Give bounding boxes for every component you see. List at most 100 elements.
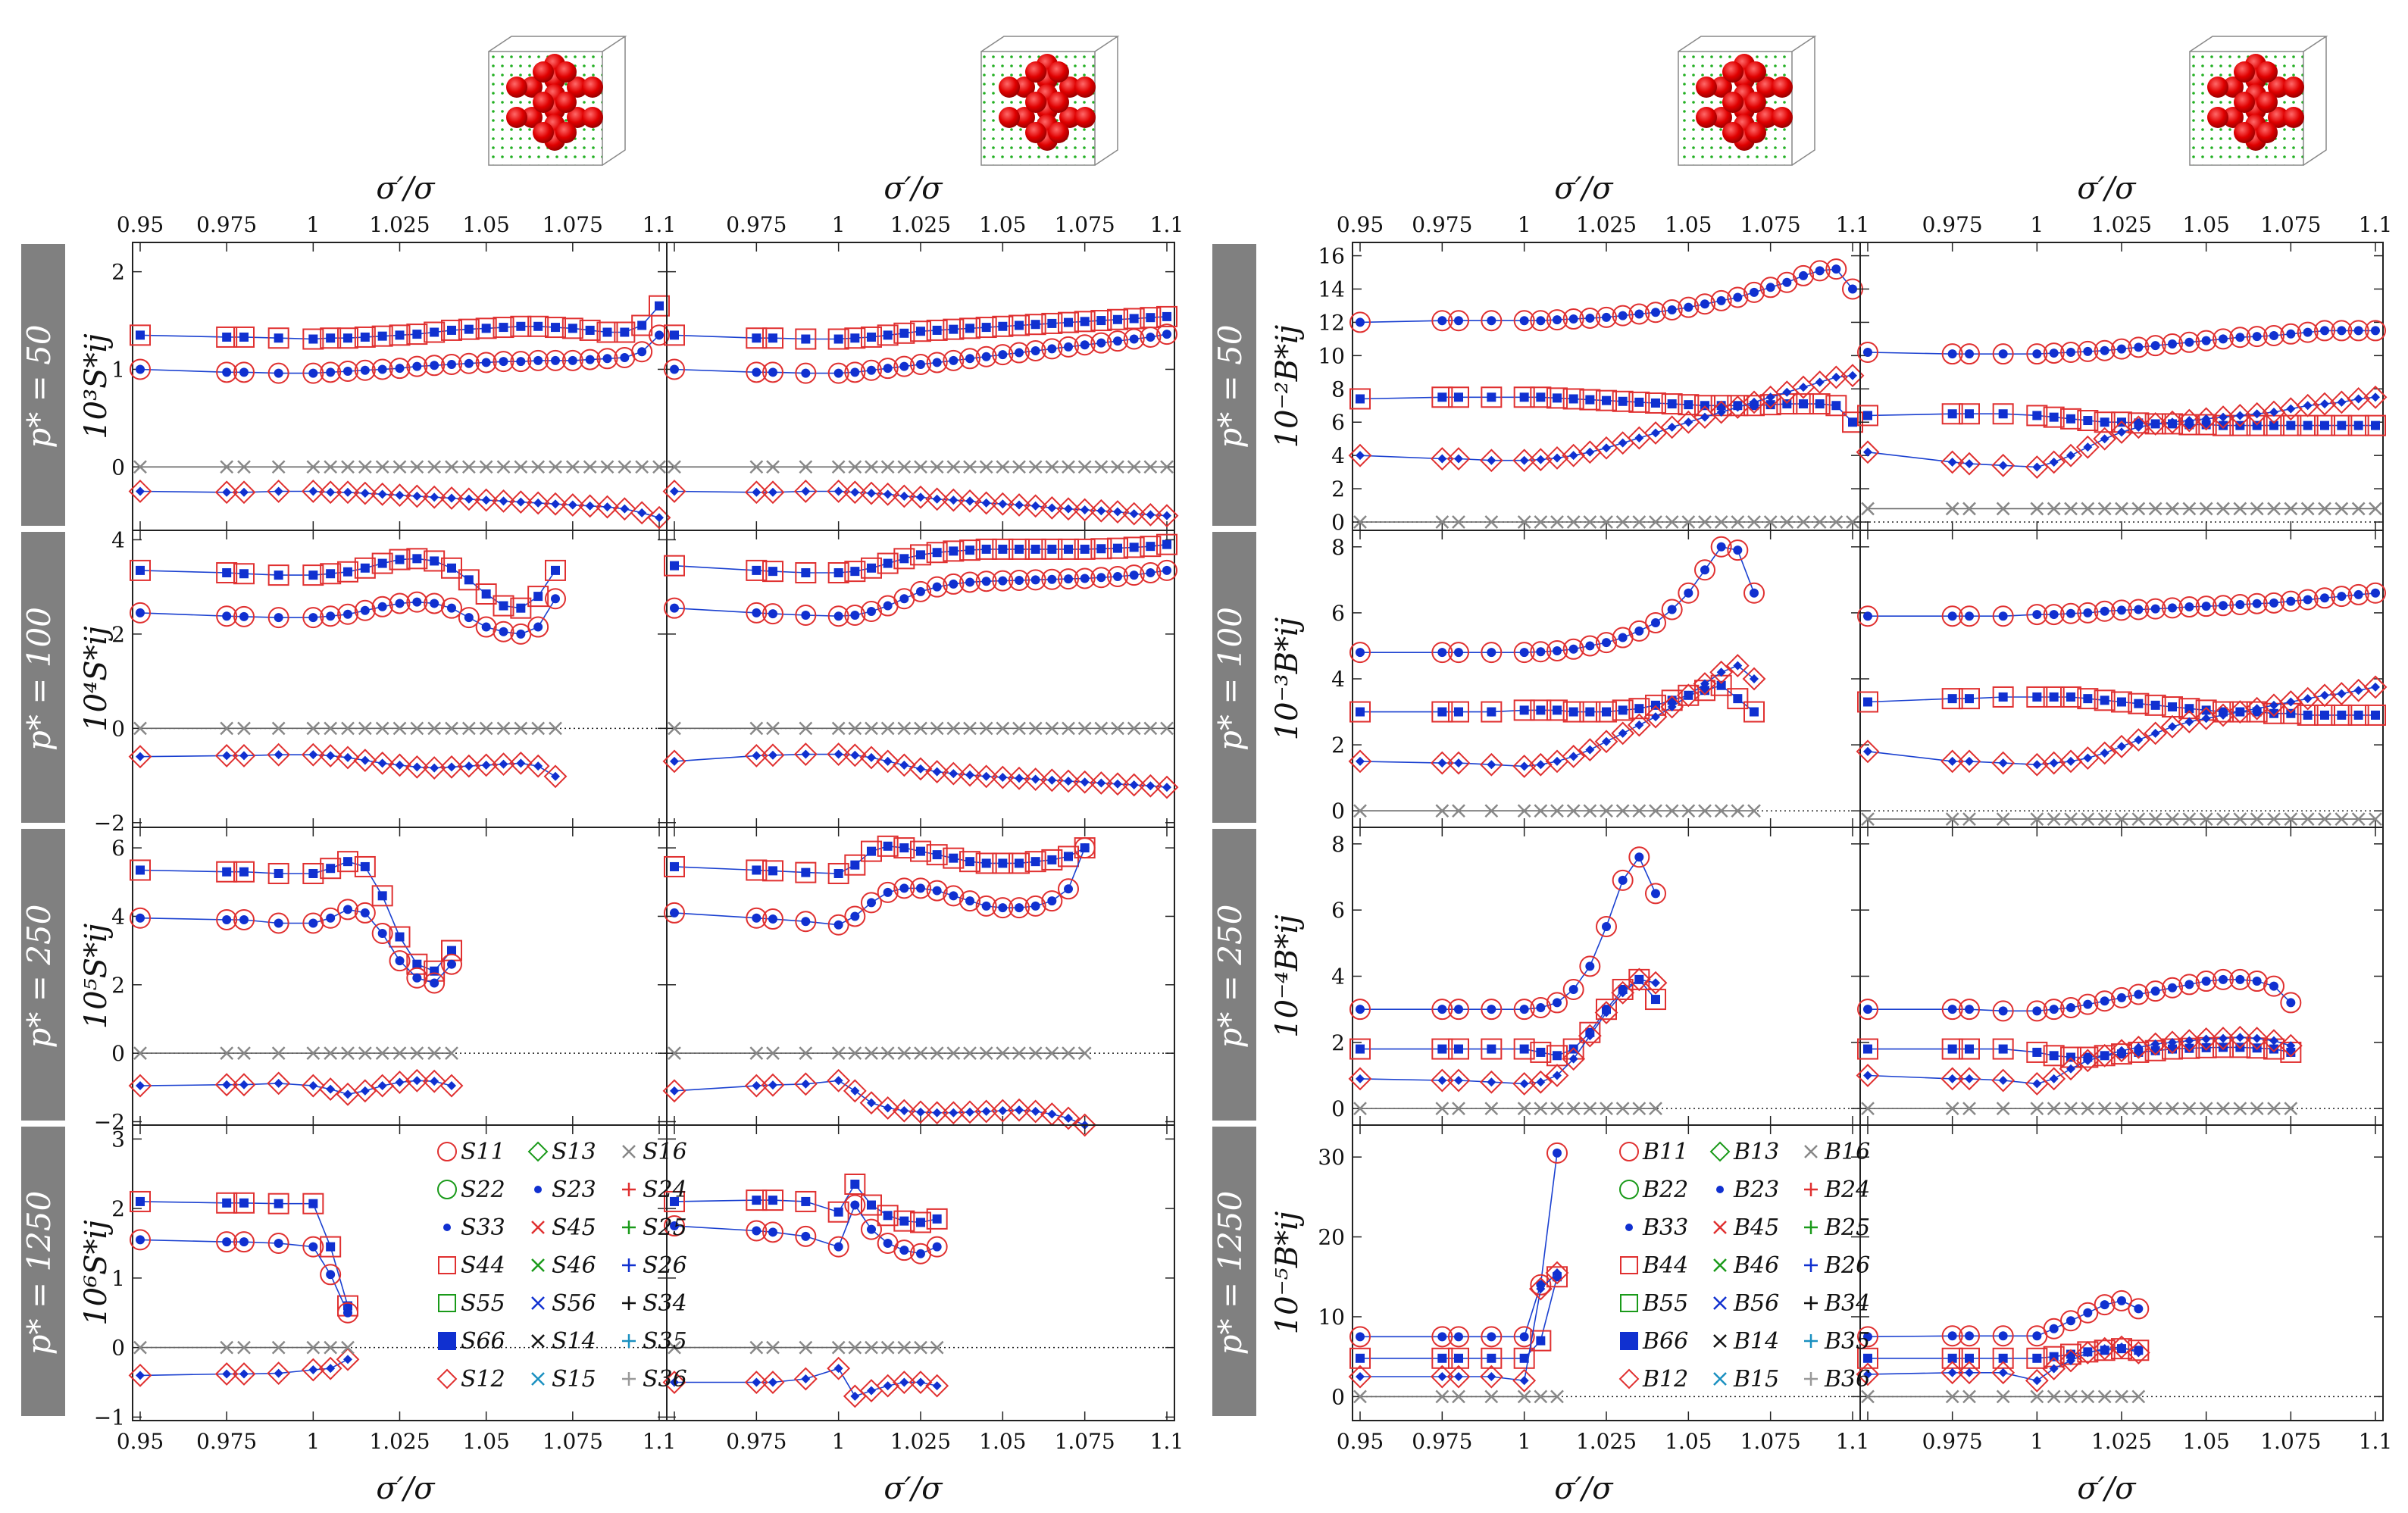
data-point-inner <box>551 323 560 333</box>
data-point-inner <box>1765 283 1775 292</box>
series-S16 <box>133 460 666 474</box>
data-point <box>2042 751 2066 775</box>
data-point <box>2148 502 2163 516</box>
y-tick-label: 1 <box>111 1266 125 1291</box>
data-point <box>496 460 511 474</box>
data-point-inner <box>222 751 232 761</box>
data-point <box>410 721 424 736</box>
series-S12 <box>128 480 671 530</box>
data-point-inner <box>752 1377 761 1387</box>
series-B12 <box>1348 654 1766 778</box>
data-point-inner <box>2032 610 2042 620</box>
data-point-inner <box>2049 1324 2059 1333</box>
data-point <box>337 361 358 383</box>
data-point <box>1681 804 1696 818</box>
data-point-inner <box>2083 442 2093 452</box>
data-point-inner <box>949 853 959 863</box>
data-point <box>1435 1390 1449 1404</box>
data-point-inner <box>430 599 439 608</box>
structure-cube-image <box>488 36 627 166</box>
data-point-inner <box>1437 1372 1447 1382</box>
data-point <box>877 552 899 574</box>
data-point-inner <box>1965 1005 1974 1014</box>
data-point-inner <box>2184 980 2194 989</box>
data-point-inner <box>499 357 508 367</box>
panel-S-row1-col1: 210 <box>111 242 671 531</box>
data-point <box>2178 974 2200 996</box>
data-point <box>2314 320 2335 342</box>
data-point-inner <box>768 487 777 497</box>
data-point <box>354 359 376 381</box>
data-point-inner <box>965 577 974 587</box>
data-point-inner <box>1998 1076 2008 1086</box>
data-point <box>1431 386 1453 408</box>
data-point <box>614 321 636 343</box>
data-point <box>908 485 933 509</box>
data-point-inner <box>2184 1043 2194 1053</box>
data-point <box>897 460 912 474</box>
data-point <box>2094 1294 2116 1316</box>
data-point <box>233 326 255 348</box>
data-point-inner <box>136 1081 145 1091</box>
legend-marker <box>531 1372 545 1386</box>
data-point <box>2300 502 2315 516</box>
data-point-inner <box>2117 605 2126 615</box>
data-point <box>910 544 931 566</box>
data-point <box>128 480 152 503</box>
y-axis-label-S: 10⁴S*ij <box>79 626 114 732</box>
data-point-inner <box>551 594 560 604</box>
data-point-inner <box>136 1235 145 1245</box>
data-point-inner <box>1667 399 1677 409</box>
data-point-inner <box>447 563 456 573</box>
data-point <box>301 742 325 767</box>
data-point <box>941 1101 965 1125</box>
data-point-inner <box>447 325 456 335</box>
data-point <box>831 721 846 736</box>
data-point-inner <box>883 601 893 611</box>
y-tick-label: 4 <box>1331 667 1345 692</box>
data-point-inner <box>1454 1005 1463 1014</box>
data-point <box>445 721 458 736</box>
data-point <box>1528 1070 1553 1094</box>
legend-marker <box>1713 1221 1727 1234</box>
data-point <box>406 967 428 989</box>
data-point-inner <box>965 770 974 780</box>
data-point <box>959 851 980 873</box>
data-point <box>1957 452 1981 476</box>
data-point <box>946 460 961 474</box>
data-point <box>1562 744 1586 768</box>
data-point <box>1534 1102 1548 1116</box>
data-point-inner <box>1965 1331 1974 1341</box>
data-point-inner <box>1965 694 1974 704</box>
data-point <box>130 602 151 624</box>
data-point-inner <box>1162 783 1171 792</box>
data-point-inner <box>1030 774 1040 784</box>
data-point-inner <box>850 333 860 343</box>
data-point <box>1731 515 1745 529</box>
data-point <box>441 354 462 376</box>
data-point-inner <box>2371 710 2380 720</box>
data-point <box>2077 688 2099 710</box>
data-point <box>324 1046 338 1061</box>
data-point <box>910 840 931 862</box>
data-point-inner <box>1848 284 1857 294</box>
data-point <box>795 861 817 883</box>
data-point <box>596 321 618 343</box>
data-point <box>2109 1335 2134 1359</box>
data-point <box>1073 498 1097 522</box>
data-point-inner <box>1454 454 1463 464</box>
data-point-inner <box>516 321 526 331</box>
data-point-inner <box>867 1224 876 1234</box>
data-point <box>1094 460 1109 474</box>
data-point <box>744 1074 768 1098</box>
data-point <box>1945 502 1959 516</box>
data-point <box>424 355 446 377</box>
data-point-inner <box>1750 397 1759 407</box>
data-point <box>1857 1038 1878 1060</box>
data-point-inner <box>670 486 679 496</box>
data-point <box>1530 1041 1552 1063</box>
data-point <box>1513 699 1535 721</box>
data-point <box>1074 567 1096 589</box>
data-point-inner <box>1733 694 1743 704</box>
data-point <box>427 1046 442 1061</box>
